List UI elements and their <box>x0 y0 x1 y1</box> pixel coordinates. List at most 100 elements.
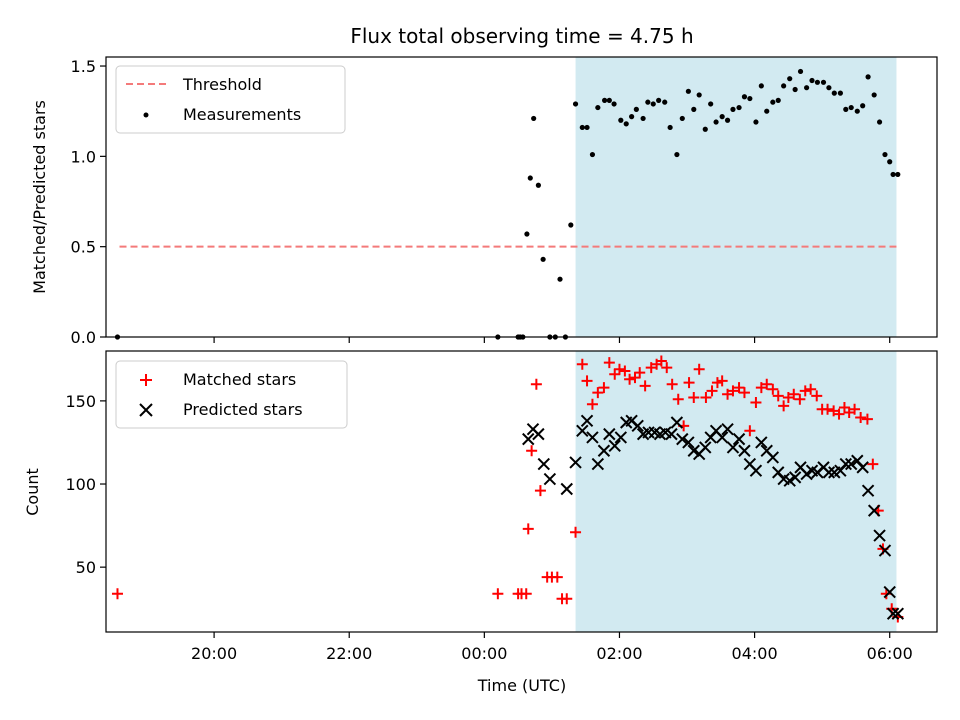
measurement-point <box>887 159 893 165</box>
matched-star-point <box>761 378 773 390</box>
measurement-point <box>633 106 639 112</box>
matched-star-point <box>598 382 610 394</box>
matched-star-point <box>522 523 534 535</box>
x-tick-label: 04:00 <box>732 644 778 663</box>
predicted-star-point <box>886 607 900 620</box>
matched-star-point <box>700 392 712 404</box>
measurement-point <box>882 151 888 158</box>
observing-span-bottom <box>575 351 897 632</box>
legend-threshold-label: Threshold <box>182 75 262 94</box>
matched-star-point <box>688 392 700 404</box>
measurement-point <box>736 104 742 111</box>
x-tick-label: 22:00 <box>326 644 372 663</box>
top-y-ticks: 0.0 0.5 1.0 1.5 <box>71 57 106 347</box>
predicted-star-point <box>537 457 551 471</box>
matched-star-point <box>629 372 641 384</box>
matched-star-point <box>561 593 573 605</box>
predicted-star-point <box>603 427 616 441</box>
matched-star-point <box>693 363 705 375</box>
measurement-point <box>758 83 764 89</box>
measurement-point <box>640 115 646 122</box>
measurement-point <box>696 92 702 98</box>
measurement-point <box>753 119 759 125</box>
measurement-point <box>662 99 668 105</box>
measurement-point <box>719 114 725 120</box>
measurement-point <box>667 124 673 131</box>
measurement-point <box>584 124 590 131</box>
measurement-point <box>770 99 776 105</box>
measurement-point <box>713 119 719 125</box>
predicted-star-point <box>755 436 768 449</box>
measurement-point <box>876 119 883 125</box>
top-legend: Threshold Measurements <box>115 65 346 134</box>
top-y-axis-label: Matched/Predicted stars <box>30 100 49 294</box>
matched-star-point <box>530 378 542 390</box>
matched-star-point <box>586 398 598 410</box>
measurement-point <box>691 106 697 112</box>
bottom-y-ticks: 50 100 150 <box>65 392 106 577</box>
measurement-point <box>797 68 804 75</box>
y-tick-label: 1.5 <box>71 57 96 76</box>
matched-star-point <box>492 588 504 600</box>
measurement-point <box>656 97 662 103</box>
matched-star-point <box>666 378 678 390</box>
matched-star-point <box>822 403 834 415</box>
measurement-point <box>708 101 714 107</box>
chart-title: Flux total observing time = 4.75 h <box>350 24 693 48</box>
y-tick-label: 100 <box>65 475 96 494</box>
matched-star-point <box>551 571 563 583</box>
measurement-point <box>848 104 854 111</box>
predicted-star-point <box>721 422 734 436</box>
measurement-point <box>724 117 731 123</box>
measurement-point <box>804 85 810 91</box>
matched-star-point <box>639 380 651 392</box>
x-tick-label: 02:00 <box>596 644 642 663</box>
matched-star-point <box>778 400 790 412</box>
matched-star-point <box>744 425 756 437</box>
predicted-star-point <box>591 457 605 471</box>
measurement-point <box>792 86 798 93</box>
predicted-star-point <box>699 441 712 454</box>
measurement-point <box>843 106 849 112</box>
observing-span-top <box>575 57 897 337</box>
measurement-point <box>557 276 563 282</box>
predicted-star-point <box>586 431 599 444</box>
matched-star-point <box>799 385 811 397</box>
matched-star-point <box>833 408 845 420</box>
measurement-point <box>623 121 629 127</box>
predicted-star-point <box>844 457 858 471</box>
matched-star-point <box>794 393 806 405</box>
matched-star-point <box>733 382 745 394</box>
legend-measurement-swatch <box>143 112 149 118</box>
matched-star-point <box>624 373 636 385</box>
matched-star-point <box>683 377 695 389</box>
matched-star-point <box>613 363 625 375</box>
measurement-point <box>747 95 753 102</box>
measurement-point <box>535 182 541 188</box>
measurement-point <box>831 90 837 96</box>
predicted-star-point <box>682 436 695 449</box>
measurement-point <box>645 99 651 105</box>
legend-measurements-label: Measurements <box>183 105 301 124</box>
measurement-point <box>602 97 608 103</box>
measurement-point <box>572 101 579 107</box>
measurement-point <box>650 101 656 107</box>
bottom-legend-box <box>115 360 348 429</box>
top-panel: 0.0 0.5 1.0 1.5 Matched/Predicted stars Thr… <box>30 56 938 347</box>
bottom-axes-frame <box>105 350 938 633</box>
matched-star-point <box>520 588 532 600</box>
matched-star-point <box>849 403 861 415</box>
measurement-points <box>114 68 901 340</box>
measurement-point <box>611 101 617 107</box>
matched-star-point <box>811 390 823 402</box>
predicted-star-point <box>861 484 875 497</box>
matched-star-point <box>805 383 817 395</box>
predicted-star-point <box>883 585 896 599</box>
measurement-point <box>702 126 708 132</box>
matched-star-point <box>111 588 123 600</box>
matched-star-point <box>581 375 593 387</box>
predicted-star-point <box>726 441 740 454</box>
predicted-star-point <box>560 482 573 496</box>
measurement-point <box>606 97 612 103</box>
